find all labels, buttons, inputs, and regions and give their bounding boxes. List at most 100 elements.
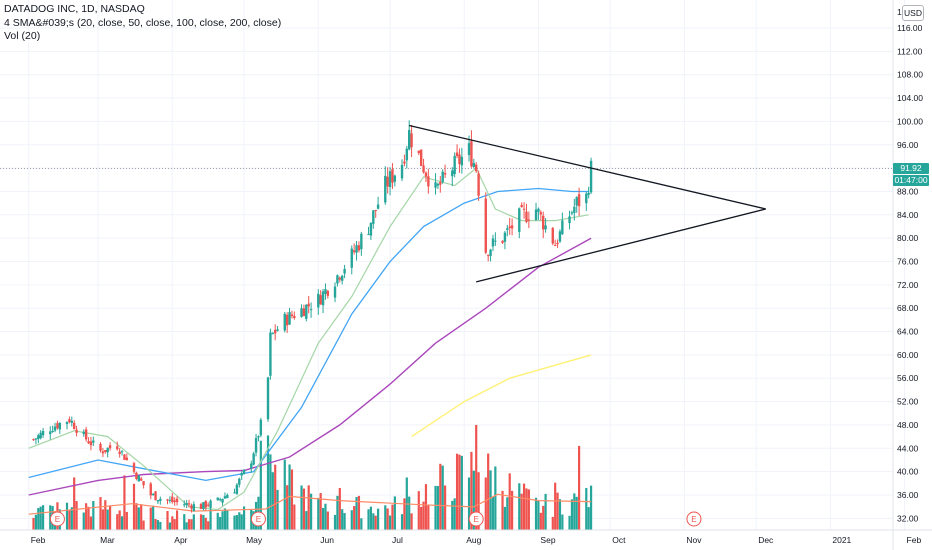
volume-bar [556,492,559,530]
volume-bar [235,515,239,530]
volume-bar [156,520,160,530]
volume-bar [537,500,540,530]
volume-bar [542,505,545,530]
y-tick-label: 40.00 [897,467,919,477]
volume-ma-line [28,493,592,515]
candle-body [75,429,78,433]
volume-bar [487,453,490,530]
candle-body [120,451,124,453]
y-tick-label: 88.00 [897,186,919,196]
volume-bar [501,490,504,530]
chart-title: DATADOG INC, 1D, NASDAQ [4,3,145,15]
volume-bar [573,493,576,530]
candle-body [587,192,590,195]
volume-bar [472,470,475,530]
candle-body [441,171,444,182]
candle-body [34,438,38,440]
candle-body [89,441,93,446]
volume-bar [159,521,162,530]
candle-body [388,171,392,188]
candle-body [577,194,581,207]
volume-bar [106,509,109,530]
volume-bar [221,511,224,530]
candle-body [384,175,387,203]
candle-body [352,250,356,253]
candle-body [171,496,174,502]
volume-bar [321,507,325,530]
volume-bar [587,507,590,530]
volume-bar [585,487,588,530]
x-tick-label: 2021 [832,535,851,545]
candle-body [539,212,543,215]
candle-body [123,454,126,460]
candle-body [252,453,255,465]
candle-body [434,182,437,188]
volume-bar [99,497,102,530]
candle-body [376,204,380,209]
candle-body [386,176,389,187]
candle-body [419,149,423,166]
candle-body [65,421,69,424]
volume-bar [233,515,236,530]
candle-body [508,226,511,228]
volume-bar [75,501,78,530]
x-tick-label: Jun [320,535,334,545]
volume-bar [192,514,195,530]
volume-bar [209,509,212,530]
candle-body [135,472,138,479]
currency-badge[interactable]: USD [902,5,924,21]
x-tick-label: Apr [174,535,187,545]
candle-body [92,440,95,443]
candle-body [455,152,459,156]
volume-bar [410,513,413,530]
volume-bar [508,473,511,530]
volume-bar [558,499,562,530]
candle-body [525,211,528,222]
candle-body [56,423,59,429]
candle-body [206,504,210,506]
candle-body [70,420,73,423]
volume-bar [534,497,538,530]
plot-background [0,0,893,530]
volume-bar [207,521,210,530]
volume-bar [451,500,454,530]
candle-body [561,220,564,235]
candle-body [534,209,538,220]
candle-body [338,277,342,280]
candle-body [190,505,193,509]
volume-bar [458,454,461,530]
candle-body [300,308,303,317]
volume-bar [578,445,581,530]
volume-bar [427,505,430,530]
triangle-trendlines[interactable] [409,124,766,283]
volume-bar [185,522,188,530]
volume-indicator-label[interactable]: Vol (20) [4,30,41,42]
candle-body [283,313,286,331]
last-price-tag: 91.92 [893,162,929,174]
volume-bar [400,514,404,530]
volume-bar [367,509,370,530]
candle-body [254,438,258,453]
candle-body [522,208,526,210]
candle-body [340,275,344,281]
y-tick-label: 60.00 [897,350,919,360]
volume-bar [39,506,42,530]
candle-body [443,173,447,175]
volume-bar [216,512,219,530]
candle-body [156,500,160,502]
candle-body [49,431,52,435]
candle-body [336,275,339,284]
candle-body [585,193,588,204]
candle-body [451,170,454,177]
volume-bar [372,513,375,530]
candle-body [472,162,476,167]
volume-bar [154,519,157,530]
candle-body [276,329,279,331]
volume-bar [384,505,387,530]
candle-body [417,150,420,154]
volume-bar [568,515,571,530]
candle-body [68,419,71,423]
sma-indicator-label[interactable]: 4 SMA&#039;s (20, close, 50, close, 100,… [4,16,282,29]
